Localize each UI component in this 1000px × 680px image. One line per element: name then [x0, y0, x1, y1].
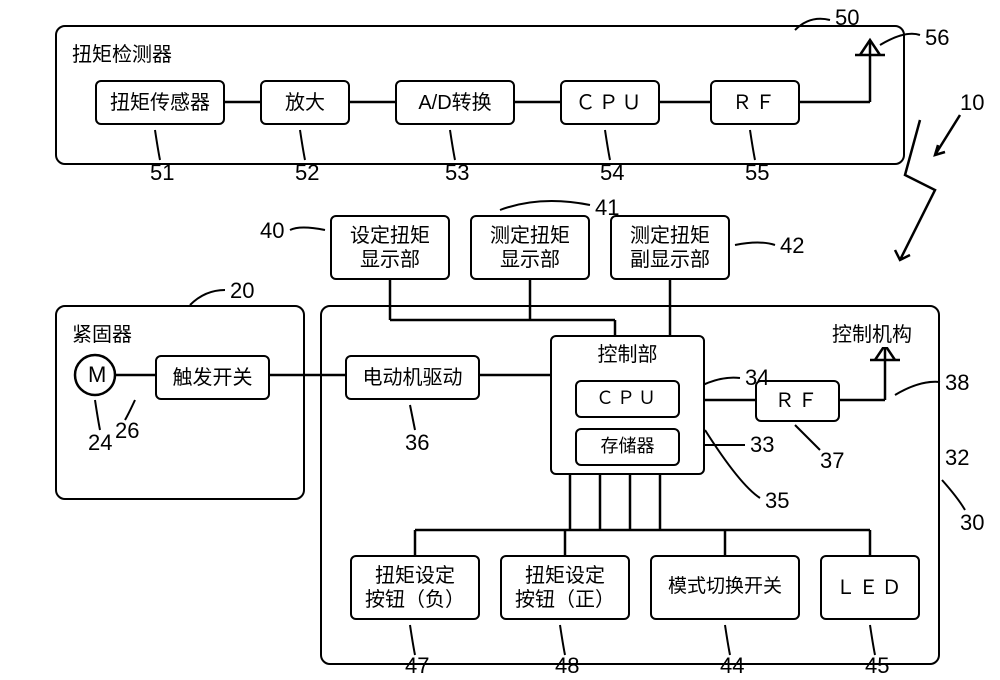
ref-50: 50 [835, 5, 859, 31]
ref-41: 41 [595, 195, 619, 221]
block-cpu1: ＣＰＵ [560, 80, 660, 125]
label-controller: 控制机构 [830, 318, 914, 347]
block-set-display: 设定扭矩 显示部 [330, 215, 450, 280]
block-mode-switch: 模式切换开关 [650, 555, 800, 620]
ref-48: 48 [555, 653, 579, 679]
ref-54: 54 [600, 160, 624, 186]
block-torque-btn-neg: 扭矩设定 按钮（负） [350, 555, 480, 620]
ref-24: 24 [88, 430, 112, 456]
ref-33: 33 [750, 432, 774, 458]
block-trigger: 触发开关 [155, 355, 270, 400]
block-motor-drive: 电动机驱动 [345, 355, 480, 400]
ref-47: 47 [405, 653, 429, 679]
ref-34: 34 [745, 365, 769, 391]
ref-45: 45 [865, 653, 889, 679]
ref-38: 38 [945, 370, 969, 396]
ref-26: 26 [115, 418, 139, 444]
ref-35: 35 [765, 488, 789, 514]
block-torque-sensor: 扭矩传感器 [95, 80, 225, 125]
ref-30: 30 [960, 510, 984, 536]
ref-55: 55 [745, 160, 769, 186]
block-led: ＬＥＤ [820, 555, 920, 620]
ref-42: 42 [780, 233, 804, 259]
ref-32: 32 [945, 445, 969, 471]
ref-10: 10 [960, 90, 984, 116]
ref-53: 53 [445, 160, 469, 186]
block-meas-display: 测定扭矩 显示部 [470, 215, 590, 280]
label-torque-detector: 扭矩检测器 [70, 38, 174, 67]
ref-56: 56 [925, 25, 949, 51]
ref-36: 36 [405, 430, 429, 456]
block-meas-sub-display: 测定扭矩 副显示部 [610, 215, 730, 280]
ref-40: 40 [260, 218, 284, 244]
ref-44: 44 [720, 653, 744, 679]
block-torque-btn-pos: 扭矩设定 按钮（正） [500, 555, 630, 620]
block-amp: 放大 [260, 80, 350, 125]
block-cpu2: ＣＰＵ [575, 380, 680, 418]
block-rf1: ＲＦ [710, 80, 800, 125]
ref-37: 37 [820, 448, 844, 474]
motor-symbol: M [86, 362, 108, 388]
block-adc: A/D转换 [395, 80, 515, 125]
ref-20: 20 [230, 278, 254, 304]
ref-52: 52 [295, 160, 319, 186]
block-memory: 存储器 [575, 428, 680, 466]
ref-51: 51 [150, 160, 174, 186]
label-fastener: 紧固器 [70, 318, 134, 347]
